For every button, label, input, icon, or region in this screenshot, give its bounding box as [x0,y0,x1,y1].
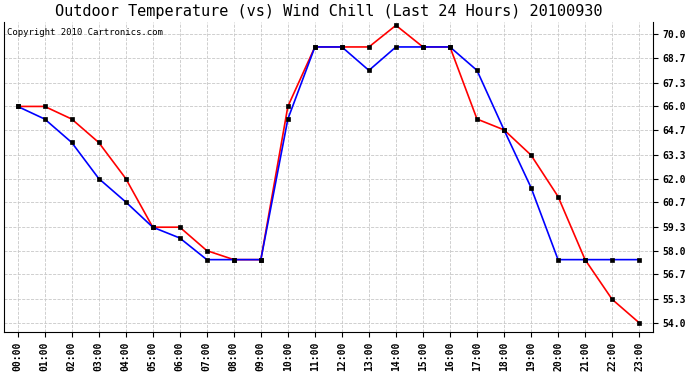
Title: Outdoor Temperature (vs) Wind Chill (Last 24 Hours) 20100930: Outdoor Temperature (vs) Wind Chill (Las… [55,4,602,19]
Text: Copyright 2010 Cartronics.com: Copyright 2010 Cartronics.com [8,28,164,37]
